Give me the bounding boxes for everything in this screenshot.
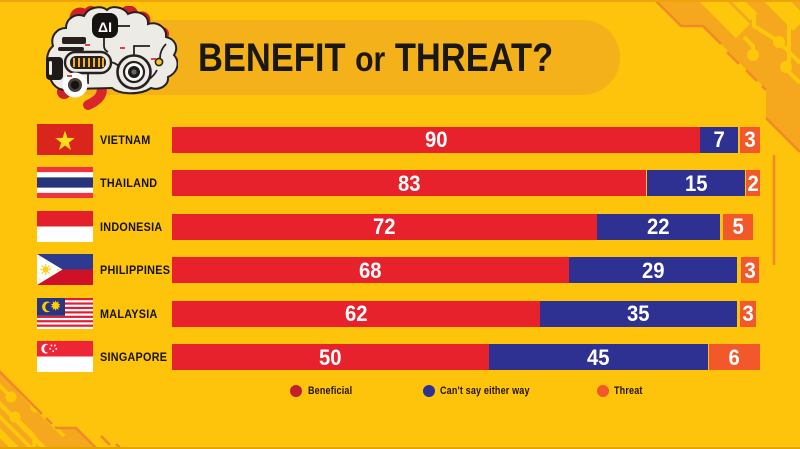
svg-text:ΔI: ΔI: [98, 19, 112, 35]
